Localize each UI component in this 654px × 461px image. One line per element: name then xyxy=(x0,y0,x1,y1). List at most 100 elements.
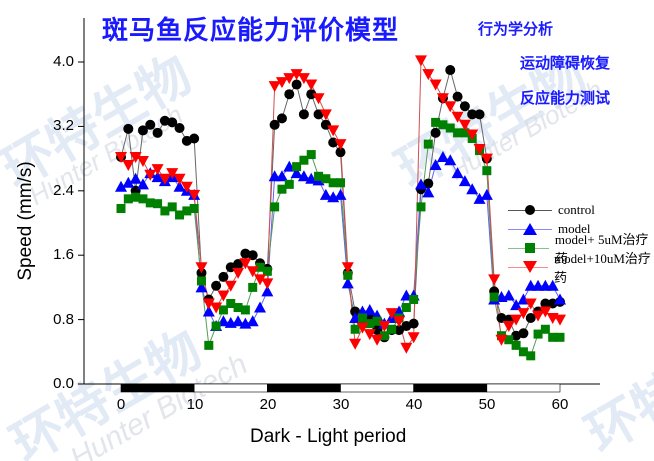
data-point xyxy=(502,289,515,301)
square-marker-icon xyxy=(525,242,535,253)
data-point xyxy=(182,206,192,216)
data-point xyxy=(365,319,375,329)
data-point xyxy=(144,169,157,181)
data-point xyxy=(129,172,142,184)
data-point xyxy=(378,321,391,333)
data-point xyxy=(312,93,325,105)
x-tick-label: 30 xyxy=(332,396,350,413)
data-point xyxy=(233,303,243,313)
data-point xyxy=(526,351,536,361)
data-point xyxy=(460,128,470,138)
data-point xyxy=(357,313,367,323)
data-point xyxy=(451,167,464,179)
legend-label: model+ 5uM治疗药 xyxy=(554,231,649,266)
data-point xyxy=(195,262,208,274)
data-point xyxy=(532,310,545,322)
data-point xyxy=(363,329,376,341)
x-tick-label: 50 xyxy=(478,396,496,413)
data-point xyxy=(232,267,245,279)
data-point xyxy=(459,101,470,112)
data-point xyxy=(284,89,295,100)
data-point xyxy=(451,111,464,123)
data-point xyxy=(517,293,530,305)
y-tick-label: 4.0 xyxy=(53,53,74,70)
legend-item-model: model xyxy=(508,219,654,238)
data-point xyxy=(328,178,338,188)
data-point xyxy=(275,77,288,89)
data-point xyxy=(525,312,536,323)
data-point xyxy=(489,292,499,302)
data-point xyxy=(458,119,471,131)
data-point xyxy=(429,159,442,171)
data-point xyxy=(554,314,566,326)
data-point xyxy=(495,334,508,346)
data-point xyxy=(445,65,456,76)
series-line xyxy=(120,58,561,349)
data-point xyxy=(379,331,389,341)
data-point xyxy=(292,162,302,172)
x-axis-label: Dark - Light period xyxy=(250,426,407,447)
data-point xyxy=(356,322,369,334)
triangle-up-marker-icon xyxy=(523,222,537,235)
data-point xyxy=(195,281,208,293)
data-point xyxy=(297,170,310,182)
y-tick-label: 2.4 xyxy=(53,182,74,199)
data-point xyxy=(453,128,463,138)
data-point xyxy=(188,189,201,201)
data-point xyxy=(232,315,245,327)
data-point xyxy=(136,156,149,168)
data-point xyxy=(518,347,528,357)
data-point xyxy=(422,186,435,198)
data-point xyxy=(524,298,537,310)
data-point xyxy=(321,174,331,184)
data-point xyxy=(152,127,163,138)
data-point xyxy=(202,298,215,310)
data-point xyxy=(313,109,324,120)
data-point xyxy=(327,125,340,137)
data-point xyxy=(122,176,135,188)
data-point xyxy=(546,279,559,291)
data-point xyxy=(189,204,199,214)
data-point xyxy=(137,125,148,136)
data-point xyxy=(502,321,515,333)
data-point xyxy=(372,316,382,326)
data-point xyxy=(166,168,179,180)
data-point xyxy=(458,175,471,187)
data-point xyxy=(306,150,316,160)
y-axis-label: Speed (mm/s) xyxy=(15,161,36,281)
data-point xyxy=(131,192,141,202)
data-point xyxy=(218,305,228,315)
data-point xyxy=(210,302,223,314)
data-point xyxy=(350,324,360,334)
data-point xyxy=(160,206,170,216)
data-point xyxy=(467,109,478,120)
data-point xyxy=(371,334,384,346)
data-point xyxy=(504,335,514,345)
circle-marker-icon xyxy=(525,204,535,215)
data-point xyxy=(291,79,302,90)
data-point xyxy=(167,202,177,212)
data-point xyxy=(254,301,267,313)
data-point xyxy=(510,299,523,311)
data-point xyxy=(202,305,215,317)
data-point xyxy=(488,274,501,286)
data-point xyxy=(394,325,405,336)
data-point xyxy=(363,303,376,315)
data-point xyxy=(218,271,229,282)
data-point xyxy=(305,172,318,184)
x-tick-label: 20 xyxy=(259,396,277,413)
y-tick-label: 1.6 xyxy=(53,246,74,263)
data-point xyxy=(554,293,566,305)
data-point xyxy=(246,315,259,327)
data-point xyxy=(444,101,457,113)
data-point xyxy=(290,69,303,81)
data-point xyxy=(385,308,398,320)
chart-title: 斑马鱼反应能力评价模型 xyxy=(102,16,400,46)
data-point xyxy=(533,329,543,339)
data-point xyxy=(189,133,200,144)
data-point xyxy=(247,250,258,261)
data-point xyxy=(138,194,148,204)
data-point xyxy=(123,194,133,204)
data-point xyxy=(400,342,413,354)
